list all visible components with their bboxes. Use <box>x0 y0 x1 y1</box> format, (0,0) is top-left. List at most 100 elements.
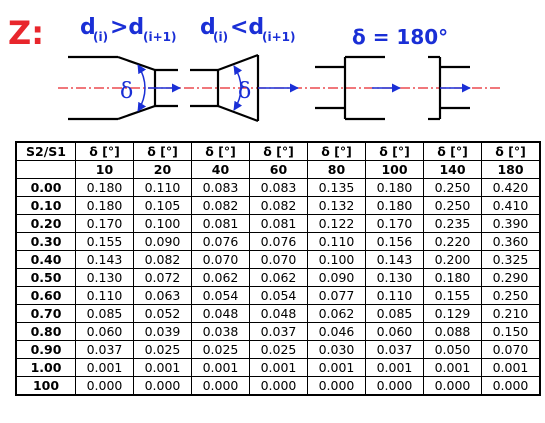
table-row: 1.00 0.001 0.001 0.001 0.001 0.001 0.001 0.001 0… <box>15 358 541 377</box>
coefficient-cell: 0.025 <box>133 340 192 359</box>
table-row: 0.70 0.085 0.052 0.048 0.048 0.062 0.085 0.129 0… <box>15 304 541 323</box>
coefficient-cell: 0.180 <box>365 178 424 197</box>
coefficient-cell: 0.410 <box>481 196 541 215</box>
delta-header: δ [°] <box>423 141 482 161</box>
coefficient-cell: 0.105 <box>133 196 192 215</box>
angle-cell: 180 <box>481 160 541 179</box>
coefficient-cell: 0.052 <box>133 304 192 323</box>
coefficient-cell: 0.210 <box>481 304 541 323</box>
coefficient-cell: 0.000 <box>365 376 424 396</box>
svg-text:(i+1): (i+1) <box>143 30 177 44</box>
coefficient-cell: 0.060 <box>365 322 424 341</box>
coefficient-cell: 0.360 <box>481 232 541 251</box>
angle-cell: 80 <box>307 160 366 179</box>
angle-cell: 40 <box>191 160 250 179</box>
coefficient-cell: 0.110 <box>133 178 192 197</box>
coefficient-cell: 0.180 <box>423 268 482 287</box>
coefficient-cell: 0.050 <box>423 340 482 359</box>
coefficient-cell: 0.250 <box>423 196 482 215</box>
coefficient-cell: 0.070 <box>249 250 308 269</box>
coefficient-cell: 0.001 <box>133 358 192 377</box>
delta-header: δ [°] <box>249 141 308 161</box>
coefficient-cell: 0.037 <box>249 322 308 341</box>
coefficient-cell: 0.155 <box>423 286 482 305</box>
z-label: Z: <box>8 14 44 52</box>
delta-header: δ [°] <box>481 141 541 161</box>
coefficient-cell: 0.000 <box>133 376 192 396</box>
table-row: 0.60 0.110 0.063 0.054 0.054 0.077 0.110 0.155 0… <box>15 286 541 305</box>
coefficient-cell: 0.110 <box>307 232 366 251</box>
coefficient-cell: 0.290 <box>481 268 541 287</box>
coefficient-cell: 0.110 <box>75 286 134 305</box>
svg-text:<d: <d <box>230 15 264 40</box>
coefficient-cell: 0.001 <box>423 358 482 377</box>
coefficient-cell: 0.081 <box>249 214 308 233</box>
coefficient-cell: 0.054 <box>249 286 308 305</box>
ratio-cell: 0.90 <box>15 340 76 359</box>
coefficient-cell: 0.038 <box>191 322 250 341</box>
coefficient-cell: 0.025 <box>191 340 250 359</box>
coefficient-cell: 0.250 <box>481 286 541 305</box>
ratio-cell: 0.20 <box>15 214 76 233</box>
coefficient-cell: 0.048 <box>249 304 308 323</box>
coefficient-cell: 0.081 <box>191 214 250 233</box>
coefficient-cell: 0.110 <box>365 286 424 305</box>
angle-cell: 100 <box>365 160 424 179</box>
coefficient-cell: 0.088 <box>423 322 482 341</box>
coefficient-cell: 0.083 <box>249 178 308 197</box>
coefficient-cell: 0.085 <box>365 304 424 323</box>
coefficient-cell: 0.030 <box>307 340 366 359</box>
coefficient-cell: 0.000 <box>307 376 366 396</box>
empty-cell <box>15 160 76 179</box>
delta-header: δ [°] <box>307 141 366 161</box>
coefficient-cell: 0.122 <box>307 214 366 233</box>
coefficient-cell: 0.082 <box>133 250 192 269</box>
coefficient-cell: 0.170 <box>75 214 134 233</box>
coefficient-cell: 0.180 <box>75 196 134 215</box>
coefficient-cell: 0.100 <box>133 214 192 233</box>
coefficient-cell: 0.062 <box>191 268 250 287</box>
ratio-cell: 0.10 <box>15 196 76 215</box>
coefficient-cell: 0.090 <box>307 268 366 287</box>
angle-cell: 140 <box>423 160 482 179</box>
case3-label: δ = 180° <box>352 25 448 49</box>
coefficient-cell: 0.037 <box>365 340 424 359</box>
svg-text:(i): (i) <box>93 30 108 44</box>
coefficient-cell: 0.077 <box>307 286 366 305</box>
ratio-cell: 0.80 <box>15 322 76 341</box>
coefficient-cell: 0.062 <box>307 304 366 323</box>
ratio-cell: 0.00 <box>15 178 76 197</box>
coefficient-cell: 0.000 <box>75 376 134 396</box>
coefficient-cell: 0.143 <box>365 250 424 269</box>
loss-coefficient-table: S2/S1 δ [°] δ [°] δ [°] δ [°] δ [°] δ [°… <box>15 141 541 396</box>
pipe-diagram: Z: d (i) >d (i+1) d (i) <d (i+1) δ = 180… <box>8 14 500 123</box>
coefficient-cell: 0.000 <box>481 376 541 396</box>
coefficient-cell: 0.180 <box>365 196 424 215</box>
coefficient-cell: 0.135 <box>307 178 366 197</box>
coefficient-cell: 0.150 <box>481 322 541 341</box>
coefficient-cell: 0.130 <box>365 268 424 287</box>
coefficient-cell: 0.082 <box>191 196 250 215</box>
coefficient-cell: 0.070 <box>481 340 541 359</box>
svg-text:(i+1): (i+1) <box>262 30 296 44</box>
coefficient-cell: 0.325 <box>481 250 541 269</box>
coefficient-cell: 0.250 <box>423 178 482 197</box>
delta-header: δ [°] <box>365 141 424 161</box>
coefficient-cell: 0.037 <box>75 340 134 359</box>
coefficient-cell: 0.156 <box>365 232 424 251</box>
ratio-cell: 0.50 <box>15 268 76 287</box>
delta-header: δ [°] <box>133 141 192 161</box>
ratio-cell: 0.30 <box>15 232 76 251</box>
coefficient-cell: 0.070 <box>191 250 250 269</box>
coefficient-cell: 0.155 <box>75 232 134 251</box>
coefficient-cell: 0.100 <box>307 250 366 269</box>
coefficient-cell: 0.220 <box>423 232 482 251</box>
table-row: 0.50 0.130 0.072 0.062 0.062 0.090 0.130 0.180 0… <box>15 268 541 287</box>
ratio-cell: 0.40 <box>15 250 76 269</box>
coefficient-cell: 0.039 <box>133 322 192 341</box>
coefficient-cell: 0.090 <box>133 232 192 251</box>
coefficient-cell: 0.143 <box>75 250 134 269</box>
coefficient-cell: 0.076 <box>249 232 308 251</box>
angle-cell: 60 <box>249 160 308 179</box>
coefficient-cell: 0.001 <box>365 358 424 377</box>
